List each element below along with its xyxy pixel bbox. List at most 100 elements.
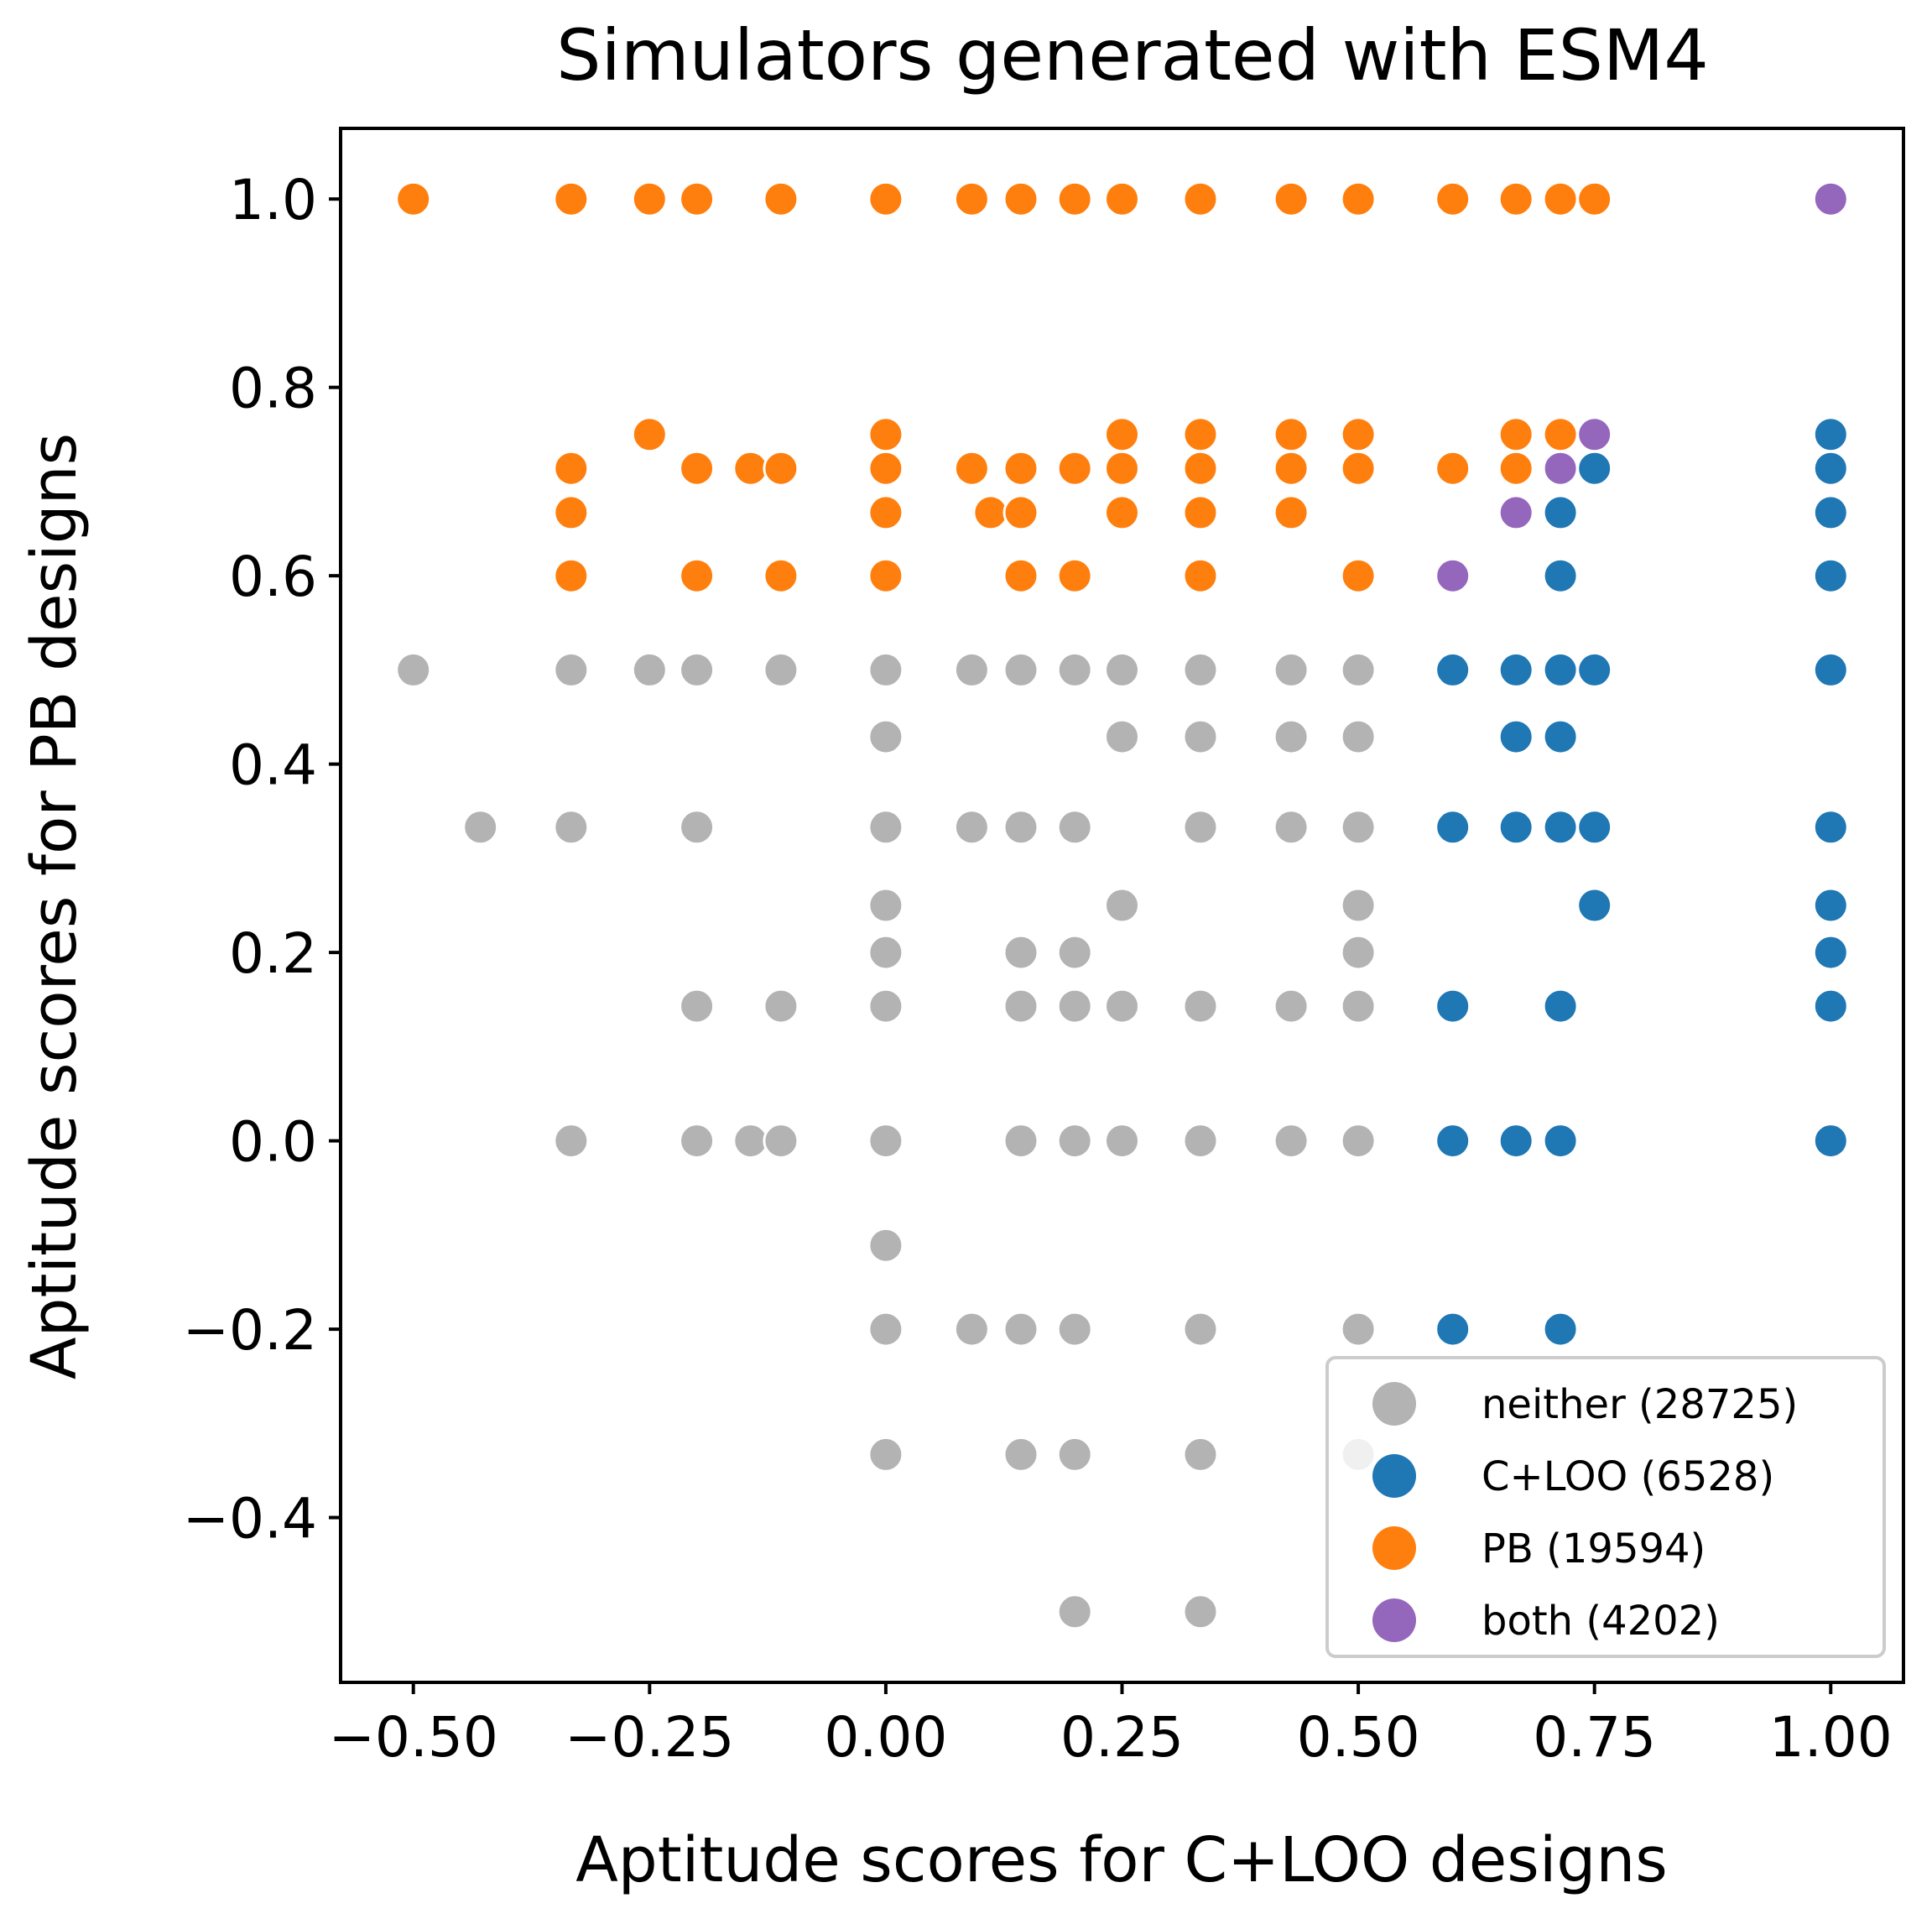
- data-point: [867, 651, 904, 688]
- legend-entry-label: C+LOO (6528): [1482, 1453, 1774, 1500]
- data-point: [867, 988, 904, 1025]
- data-point: [553, 450, 590, 487]
- data-point: [1273, 988, 1310, 1025]
- data-point: [1542, 450, 1579, 487]
- legend-marker: [1372, 1598, 1416, 1642]
- data-point: [1340, 1123, 1377, 1160]
- data-point: [763, 651, 799, 688]
- data-point: [867, 1436, 904, 1473]
- plot-frame: [339, 127, 1905, 1684]
- data-point: [1104, 887, 1140, 924]
- data-point: [1056, 1123, 1093, 1160]
- data-point: [1182, 1311, 1219, 1348]
- x-tick-label: −0.25: [565, 1705, 734, 1770]
- y-tick-label: 0.2: [229, 921, 317, 986]
- data-point: [1182, 180, 1219, 217]
- data-point: [1002, 557, 1039, 594]
- data-point: [1002, 988, 1039, 1025]
- data-point: [1340, 416, 1377, 453]
- data-point: [1056, 1436, 1093, 1473]
- data-point: [1542, 1311, 1579, 1348]
- data-point: [867, 1123, 904, 1160]
- data-point: [631, 180, 668, 217]
- data-point: [1497, 494, 1534, 531]
- data-point: [1182, 718, 1219, 755]
- x-tick-label: 0.75: [1533, 1705, 1656, 1770]
- data-point: [553, 557, 590, 594]
- data-point: [1273, 180, 1310, 217]
- data-point: [1576, 809, 1613, 846]
- data-point: [1340, 718, 1377, 755]
- data-point: [679, 809, 716, 846]
- data-point: [1104, 416, 1140, 453]
- data-point: [1182, 651, 1219, 688]
- data-point: [1273, 809, 1310, 846]
- chart-title: Simulators generated with ESM4: [556, 14, 1709, 96]
- data-point: [1542, 494, 1579, 531]
- data-point: [1812, 988, 1849, 1025]
- data-point: [1056, 809, 1093, 846]
- data-point: [763, 180, 799, 217]
- data-point: [1273, 718, 1310, 755]
- data-point: [1576, 180, 1613, 217]
- data-point: [462, 809, 499, 846]
- data-point: [553, 651, 590, 688]
- data-point: [867, 1227, 904, 1264]
- data-point: [732, 450, 769, 487]
- data-point: [679, 180, 716, 217]
- data-point: [1435, 1123, 1471, 1160]
- data-point: [953, 1311, 990, 1348]
- data-point: [1340, 557, 1377, 594]
- y-tick-label: 0.6: [229, 545, 317, 609]
- x-tick-label: 0.50: [1297, 1705, 1420, 1770]
- data-point: [1002, 494, 1039, 531]
- data-point: [1435, 809, 1471, 846]
- data-point: [1182, 557, 1219, 594]
- data-point: [1542, 180, 1579, 217]
- data-point: [679, 988, 716, 1025]
- data-point: [1576, 450, 1613, 487]
- y-axis: −0.4 −0.2 0.0 0.2 0.4 0.6 0.8 1.0: [183, 168, 341, 1551]
- x-axis-label: Aptitude scores for C+LOO designs: [575, 1824, 1668, 1896]
- data-point: [1340, 1311, 1377, 1348]
- data-point: [1340, 934, 1377, 971]
- data-point: [1056, 651, 1093, 688]
- x-tick-label: 1.00: [1769, 1705, 1893, 1770]
- data-point: [867, 416, 904, 453]
- data-point: [867, 450, 904, 487]
- data-point: [1812, 557, 1849, 594]
- legend-box: [1325, 1356, 1886, 1658]
- data-point: [1182, 1436, 1219, 1473]
- data-point: [1812, 651, 1849, 688]
- data-point: [679, 651, 716, 688]
- legend: neither (28725) C+LOO (6528) PB (19594) bot…: [1325, 1356, 1886, 1658]
- data-point: [1273, 450, 1310, 487]
- data-point: [1056, 180, 1093, 217]
- data-point: [1104, 718, 1140, 755]
- data-point: [1542, 416, 1579, 453]
- data-point: [1497, 651, 1534, 688]
- data-point: [679, 450, 716, 487]
- data-point: [1002, 450, 1039, 487]
- plot-area: [395, 180, 1849, 1630]
- data-point: [395, 651, 432, 688]
- data-point: [1340, 450, 1377, 487]
- legend-marker: [1372, 1454, 1416, 1498]
- data-point: [1002, 1123, 1039, 1160]
- data-point: [553, 494, 590, 531]
- data-point: [1182, 809, 1219, 846]
- data-point: [867, 180, 904, 217]
- data-point: [1812, 494, 1849, 531]
- data-point: [1812, 1123, 1849, 1160]
- data-point: [1812, 416, 1849, 453]
- data-point: [1104, 651, 1140, 688]
- data-point: [1002, 651, 1039, 688]
- data-point: [1273, 651, 1310, 688]
- data-point: [1497, 180, 1534, 217]
- data-point: [1182, 988, 1219, 1025]
- data-point: [1340, 809, 1377, 846]
- y-tick-label: 0.8: [229, 357, 317, 421]
- data-point: [763, 450, 799, 487]
- data-point: [1056, 1593, 1093, 1630]
- data-point: [1002, 809, 1039, 846]
